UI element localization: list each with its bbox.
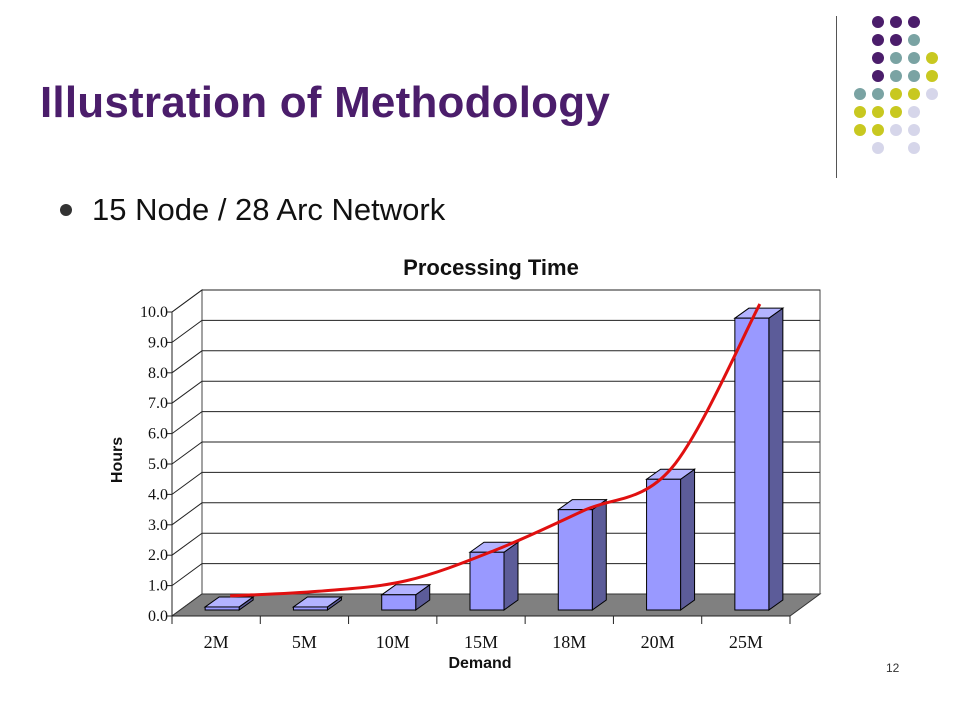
y-tick-label: 6.0 <box>148 426 168 443</box>
gridline <box>171 471 820 495</box>
bar-25M <box>733 307 785 611</box>
bullet-text: 15 Node / 28 Arc Network <box>92 192 446 227</box>
y-tick-label: 8.0 <box>148 365 168 382</box>
bar-front <box>381 594 417 611</box>
bar-side <box>768 307 784 611</box>
bar-front <box>646 478 682 611</box>
bar-18M <box>556 498 608 611</box>
x-tick-label: 10M <box>376 632 410 652</box>
bar-2M <box>203 595 255 611</box>
bullet-item: 15 Node / 28 Arc Network <box>60 192 445 228</box>
y-tick-label: 2.0 <box>148 547 168 564</box>
bar-10M <box>380 583 432 611</box>
y-tick-label: 7.0 <box>148 395 168 412</box>
bullet-dot-icon <box>60 204 72 216</box>
page-number: 12 <box>886 661 900 675</box>
slide-title: Illustration of Methodology <box>40 78 611 127</box>
decorative-divider-line <box>836 16 837 178</box>
bar-front <box>734 317 770 611</box>
bar-front <box>292 606 328 611</box>
gridline <box>171 411 820 435</box>
y-axis-label: Hours <box>109 437 126 483</box>
x-tick-label: 20M <box>641 632 675 652</box>
bar-front <box>204 606 240 611</box>
y-tick-label: 1.0 <box>148 578 168 595</box>
y-tick-label: 9.0 <box>148 334 168 351</box>
gridline <box>171 532 820 556</box>
chart-title: Processing Time <box>403 255 579 280</box>
gridline <box>171 563 820 587</box>
y-tick-label: 0.0 <box>148 608 168 625</box>
bar-front <box>557 509 593 611</box>
bar-side <box>680 468 696 611</box>
y-tick-label: 10.0 <box>140 304 168 321</box>
gridline <box>171 441 820 465</box>
x-axis-label: Demand <box>448 655 511 672</box>
gridline <box>171 350 820 374</box>
gridline <box>171 319 820 343</box>
y-tick-label: 4.0 <box>148 486 168 503</box>
gridline <box>171 380 820 404</box>
x-tick-label: 18M <box>552 632 586 652</box>
gridline <box>171 289 820 313</box>
gridline <box>171 502 820 526</box>
bar-front <box>469 551 505 611</box>
x-tick-label: 5M <box>292 632 317 652</box>
bar-side <box>591 498 607 611</box>
bar-5M <box>291 595 343 611</box>
y-tick-label: 5.0 <box>148 456 168 473</box>
bar-20M <box>645 468 697 611</box>
bar-side <box>503 541 519 611</box>
x-tick-label: 15M <box>464 632 498 652</box>
trend-line <box>230 303 762 598</box>
x-tick-label: 25M <box>729 632 763 652</box>
y-tick-label: 3.0 <box>148 517 168 534</box>
x-tick-label: 2M <box>204 632 229 652</box>
bar-15M <box>468 541 520 611</box>
